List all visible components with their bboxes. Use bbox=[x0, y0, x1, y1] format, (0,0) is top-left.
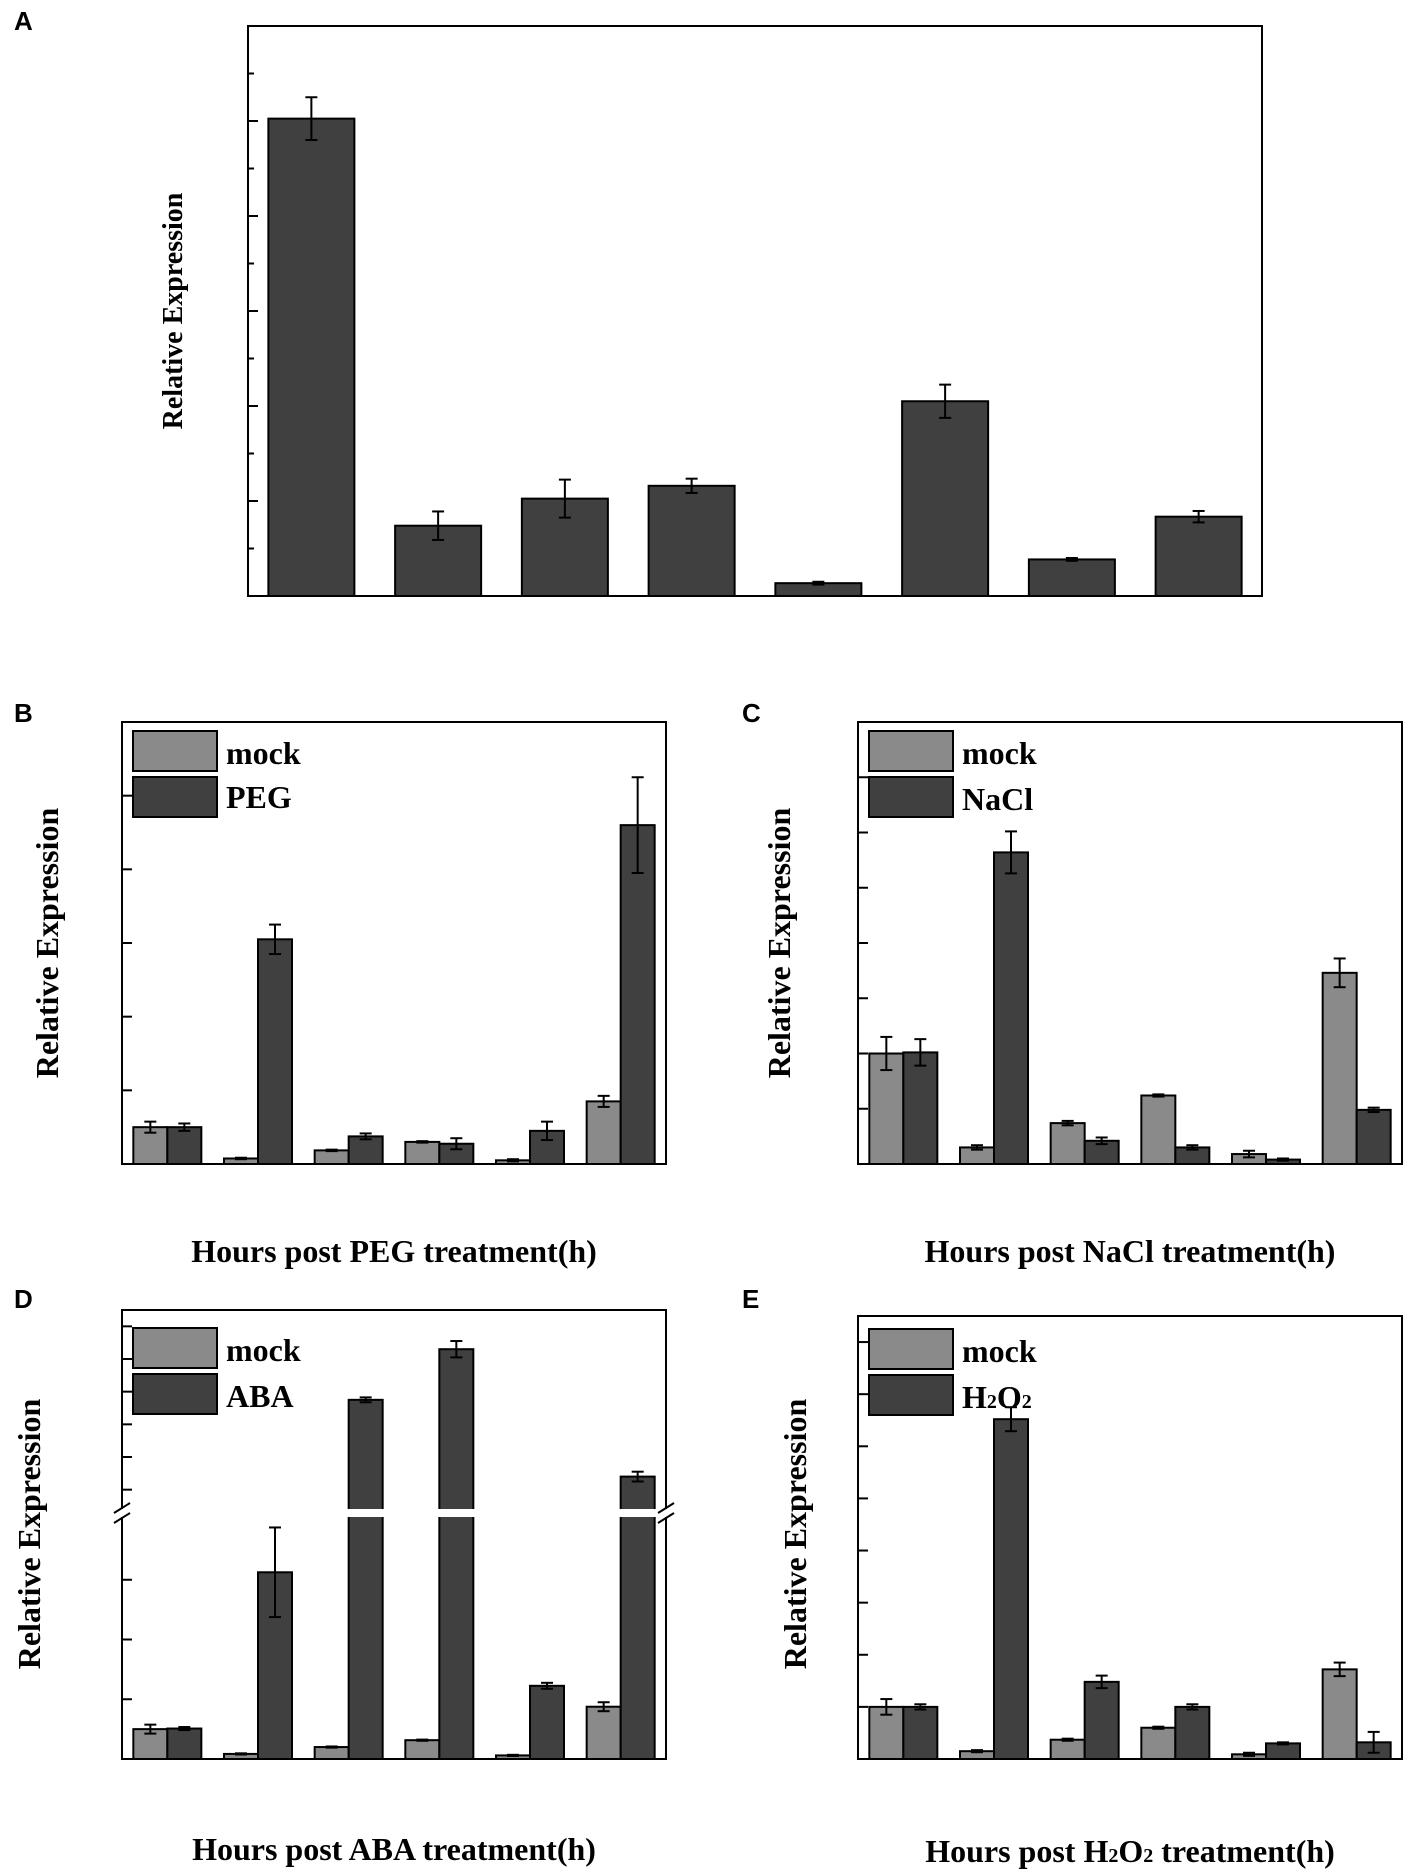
legend-label-mock-c: mock bbox=[962, 735, 1037, 771]
bar-e-h2o2-0 bbox=[902, 1705, 939, 1760]
bar-b-peg-3 bbox=[347, 1135, 384, 1165]
panel-letter-d: D bbox=[14, 1284, 33, 1314]
bar-b-peg-24 bbox=[619, 824, 656, 1166]
plot-frame-d bbox=[121, 1309, 667, 1760]
bar-d-mock-0 bbox=[132, 1728, 169, 1760]
bar-d-aba-6 bbox=[438, 1348, 475, 1760]
bar-b-peg-1 bbox=[257, 938, 293, 1165]
axis-break-mark-d-upper bbox=[657, 1502, 675, 1514]
bar-a-mR bbox=[647, 484, 736, 597]
legend-swatch-nacl bbox=[868, 776, 954, 818]
legend-swatch-mock-d bbox=[132, 1327, 218, 1369]
chart-panel-e: mock H2O2 Relative Expression Hours post… bbox=[777, 1315, 1403, 1869]
axis-break-mark-d-upper bbox=[113, 1502, 131, 1514]
bar-c-mock-24 bbox=[1321, 971, 1358, 1166]
bar-d-aba-0 bbox=[166, 1727, 203, 1760]
legend-label-mock-e: mock bbox=[962, 1333, 1037, 1369]
y-axis-title-a: Relative Expression bbox=[158, 192, 189, 429]
plot-frame-a bbox=[247, 25, 1263, 597]
legend-label-peg: PEG bbox=[226, 779, 292, 815]
panel-letter-b: B bbox=[14, 698, 33, 728]
bar-b-mock-24 bbox=[585, 1100, 622, 1165]
bar-e-mock-3 bbox=[1049, 1738, 1086, 1760]
axis-break-mark-d-lower bbox=[657, 1512, 675, 1524]
bar-c-nacl-1 bbox=[993, 851, 1029, 1165]
y-axis-title-e: Relative Expression bbox=[777, 1399, 813, 1670]
legend-label-nacl: NaCl bbox=[962, 781, 1033, 817]
x-axis-title-d: Hours post ABA treatment(h) bbox=[192, 1831, 596, 1867]
chart-panel-d: mock ABA Relative Expression Hours post … bbox=[11, 1309, 675, 1867]
bar-c-nacl-24 bbox=[1355, 1108, 1392, 1165]
bar-b-mock-6 bbox=[404, 1140, 441, 1166]
bar-c-nacl-0 bbox=[902, 1051, 939, 1166]
bar-e-h2o2-3 bbox=[1083, 1680, 1120, 1760]
bar-e-h2o2-1 bbox=[993, 1418, 1029, 1761]
bar-e-h2o2-12 bbox=[1265, 1742, 1301, 1761]
axis-break-gap-d-24 bbox=[617, 1509, 658, 1517]
legend-label-mock-b: mock bbox=[226, 735, 301, 771]
legend-swatch-mock-b bbox=[132, 730, 218, 772]
bar-a-ST bbox=[1027, 558, 1116, 597]
y-axis-title-c: Relative Expression bbox=[761, 808, 797, 1079]
legend-swatch-mock-e bbox=[868, 1328, 954, 1370]
bar-d-mock-6 bbox=[404, 1739, 441, 1760]
chart-panel-a: Relative Expression bbox=[158, 25, 1263, 598]
bar-e-mock-6 bbox=[1140, 1726, 1177, 1760]
legend-swatch-aba bbox=[132, 1373, 218, 1415]
axis-break-gap-d-3 bbox=[345, 1509, 386, 1517]
bar-a-mL bbox=[901, 400, 990, 597]
y-axis-title-b: Relative Expression bbox=[29, 808, 65, 1079]
bar-e-mock-24 bbox=[1321, 1668, 1358, 1761]
bar-d-mock-24 bbox=[585, 1705, 622, 1760]
bar-b-peg-0 bbox=[166, 1126, 203, 1165]
chart-panel-c: mock NaCl Relative Expression Hours post… bbox=[761, 721, 1403, 1269]
axis-break-mask-d bbox=[660, 1509, 672, 1517]
bar-c-mock-3 bbox=[1049, 1122, 1086, 1165]
axis-break-mark-d-lower bbox=[113, 1512, 131, 1524]
panel-letter-c: C bbox=[742, 698, 761, 728]
x-axis-title-e: Hours post H2O2 treatment(h) bbox=[925, 1833, 1335, 1869]
x-axis-title-b: Hours post PEG treatment(h) bbox=[191, 1233, 597, 1269]
bar-a-R bbox=[267, 117, 356, 597]
bar-c-mock-6 bbox=[1140, 1094, 1177, 1165]
panel-letter-a: A bbox=[14, 6, 33, 36]
legend-label-mock-d: mock bbox=[226, 1332, 301, 1368]
legend-swatch-h2o2 bbox=[868, 1374, 954, 1416]
bar-d-aba-12 bbox=[529, 1684, 565, 1761]
plot-frame-e bbox=[857, 1315, 1403, 1760]
legend-label-h2o2: H2O2 bbox=[962, 1379, 1032, 1415]
bar-a-P bbox=[1154, 515, 1243, 597]
legend-swatch-peg bbox=[132, 776, 218, 818]
legend-label-aba: ABA bbox=[226, 1378, 294, 1414]
bar-d-aba-3 bbox=[347, 1398, 384, 1761]
bar-d-mock-3 bbox=[313, 1746, 350, 1761]
x-axis-title-c: Hours post NaCl treatment(h) bbox=[925, 1233, 1336, 1269]
panel-letter-e: E bbox=[742, 1284, 759, 1314]
y-axis-title-d: Relative Expression bbox=[11, 1399, 47, 1670]
axis-break-gap-d-6 bbox=[436, 1509, 477, 1517]
bar-b-mock-3 bbox=[313, 1149, 350, 1166]
legend-swatch-mock-c bbox=[868, 730, 954, 772]
axis-break-mask-d bbox=[116, 1509, 128, 1517]
chart-panel-b: mock PEG Relative Expression Hours post … bbox=[29, 721, 667, 1269]
bar-e-h2o2-6 bbox=[1174, 1705, 1211, 1760]
bar-d-aba-24 bbox=[619, 1475, 656, 1760]
